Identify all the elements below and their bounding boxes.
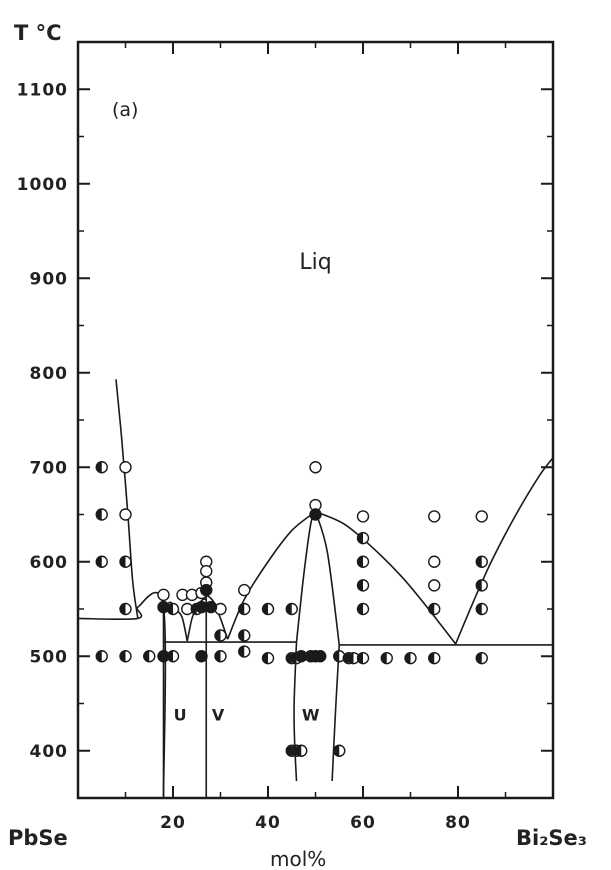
region-label: U [174, 706, 187, 725]
boundary-pbse-solvus [77, 591, 167, 799]
boundary-liquidus-bi2 [454, 457, 554, 645]
plot-frame [76, 40, 555, 800]
data-point-half [475, 651, 488, 665]
data-point-open [428, 579, 441, 592]
data-point-half [428, 651, 441, 665]
plot-border [76, 40, 555, 800]
boundary-liquidus-w [226, 511, 316, 640]
data-points [95, 461, 488, 757]
boundary-w-dome-left [295, 511, 317, 643]
panel-label: (a) [112, 99, 138, 121]
data-point-half [356, 555, 370, 568]
data-point-half [475, 579, 488, 592]
x-tick-label: 20 [160, 813, 186, 833]
data-point-filled [314, 650, 327, 663]
y-tick-label: 1100 [17, 80, 68, 100]
x-tick-label: 40 [255, 813, 281, 833]
data-point-half [238, 629, 251, 642]
x-tick-label: 60 [350, 813, 376, 833]
x-tick-label: 80 [445, 813, 471, 833]
region-label: V [212, 706, 225, 725]
data-point-filled [309, 508, 322, 521]
data-point-half [475, 602, 488, 616]
data-point-filled [195, 650, 208, 663]
data-point-open [428, 555, 441, 568]
data-point-half [356, 579, 370, 592]
data-point-filled [295, 650, 308, 663]
data-point-half [404, 651, 417, 665]
data-point-open [428, 510, 441, 523]
y-tick-label: 600 [30, 553, 69, 573]
data-point-half [119, 602, 132, 616]
data-point-half [356, 602, 370, 616]
data-point-open [238, 583, 251, 597]
x-end-label-right: Bi₂Se₃ [516, 826, 587, 850]
data-point-half [214, 650, 227, 663]
data-point-half [214, 629, 227, 642]
region-label: W [302, 706, 320, 725]
data-point-half [95, 461, 108, 474]
data-point-filled [157, 650, 170, 663]
data-point-half [285, 602, 298, 616]
data-point-open [475, 510, 488, 523]
data-point-half [261, 602, 275, 616]
data-point-open [119, 508, 132, 521]
boundary-liquidus-bi [315, 510, 457, 645]
data-point-half [238, 602, 251, 616]
y-tick-label: 1000 [17, 175, 68, 195]
boundary-w-dome-right [314, 511, 341, 646]
y-tick-label: 400 [30, 742, 69, 762]
boundary-liquidus-pbse [115, 379, 139, 619]
data-point-half [143, 650, 156, 663]
data-point-half [95, 650, 108, 663]
y-tick-label: 900 [30, 269, 69, 289]
region-labels: Liq U V W [174, 250, 332, 725]
data-point-half [95, 555, 108, 568]
data-point-open [200, 565, 213, 578]
data-point-half [356, 531, 370, 545]
y-tick-label: 500 [30, 647, 69, 667]
data-point-filled [204, 600, 218, 614]
data-point-filled [157, 600, 170, 614]
region-label: Liq [299, 250, 331, 275]
data-point-filled [200, 583, 213, 597]
data-point-half [95, 508, 108, 521]
boundary-w-right [331, 644, 341, 782]
x-axis-label: mol% [270, 847, 326, 870]
data-point-half [238, 645, 251, 658]
x-end-label-left: PbSe [8, 826, 68, 850]
data-point-half [333, 744, 346, 757]
y-tick-label: 700 [30, 458, 69, 478]
data-point-half [261, 651, 275, 665]
data-point-half [380, 651, 393, 665]
data-point-half [428, 602, 441, 616]
data-point-half [119, 650, 132, 663]
boundary-w-left [293, 642, 298, 782]
data-point-half [475, 555, 488, 568]
data-point-half [356, 651, 370, 665]
phase-boundaries [77, 379, 554, 799]
data-point-open [309, 461, 322, 474]
data-point-open [356, 510, 370, 523]
y-tick-label: 800 [30, 364, 69, 384]
data-point-half [119, 555, 132, 568]
y-axis-label: T °C [14, 21, 62, 45]
data-point-open [157, 588, 170, 602]
data-point-half [295, 744, 308, 757]
data-point-open [119, 461, 132, 474]
axis-ticks: 400 500 600 700 800 900 1000 1100 20 40 60 80 [17, 41, 553, 833]
